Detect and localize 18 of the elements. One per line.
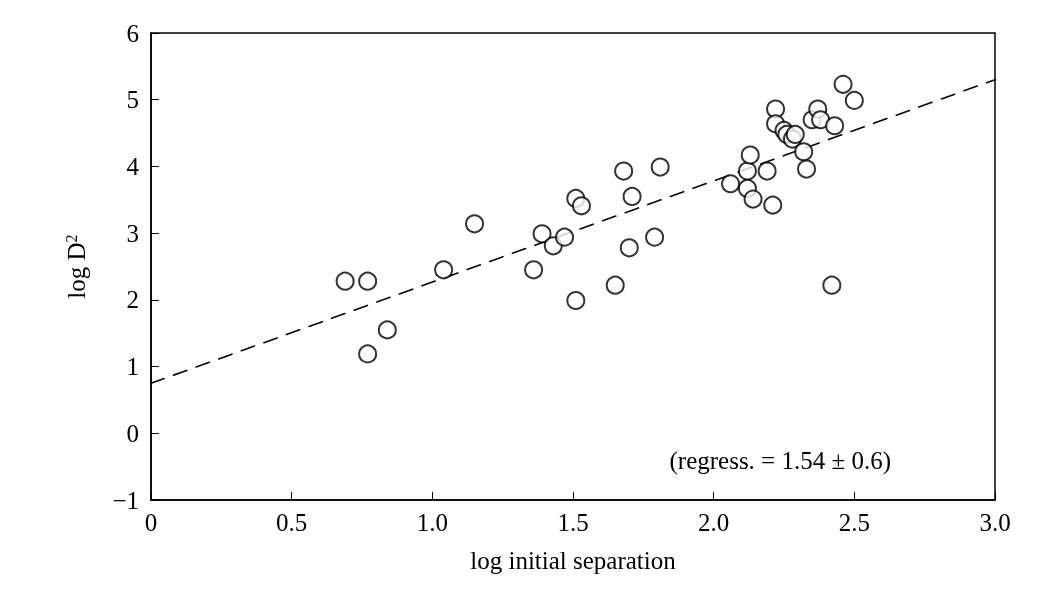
y-tick-label: 3 <box>126 219 139 247</box>
y-tick-label: 2 <box>126 286 139 314</box>
x-axis-title: log initial separation <box>470 547 677 574</box>
y-tick-label: −1 <box>112 486 139 514</box>
y-tick-label: 0 <box>126 419 139 447</box>
x-tick-label: 1.5 <box>557 509 589 536</box>
annotation: (regress. = 1.54 ± 0.6) <box>669 447 892 475</box>
x-tick-label: 2.5 <box>838 509 870 536</box>
x-tick-label: 1.0 <box>416 509 448 536</box>
y-tick-label: 5 <box>126 86 139 114</box>
x-tick-label: 0 <box>144 509 158 536</box>
x-tick-label: 3.0 <box>979 509 1011 536</box>
y-tick-label: 6 <box>126 19 139 47</box>
y-tick-label: 4 <box>126 152 140 180</box>
x-tick-label: 0.5 <box>276 509 308 536</box>
x-tick-label: 2.0 <box>698 509 730 536</box>
y-tick-label: 1 <box>126 353 139 381</box>
y-axis-title: log D2 <box>62 234 90 299</box>
